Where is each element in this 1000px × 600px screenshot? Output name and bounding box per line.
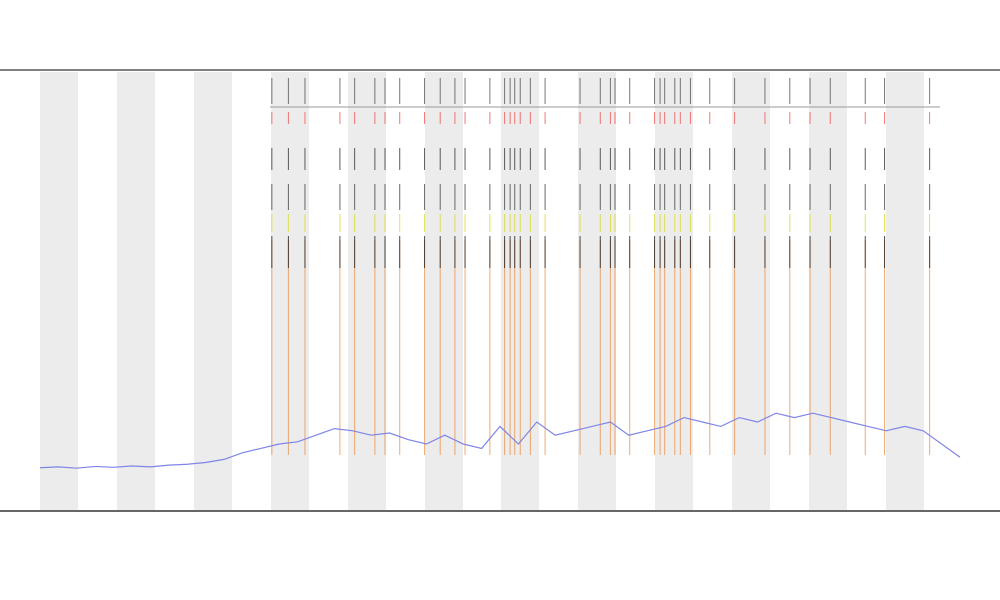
series-line	[39, 412, 961, 469]
band	[886, 72, 924, 510]
band	[271, 72, 309, 510]
bands	[40, 72, 924, 510]
band	[578, 72, 616, 510]
band	[655, 72, 693, 510]
band	[809, 72, 847, 510]
band	[194, 72, 232, 510]
band	[425, 72, 463, 510]
band	[40, 72, 78, 510]
band	[117, 72, 155, 510]
band	[732, 72, 770, 510]
band	[348, 72, 386, 510]
